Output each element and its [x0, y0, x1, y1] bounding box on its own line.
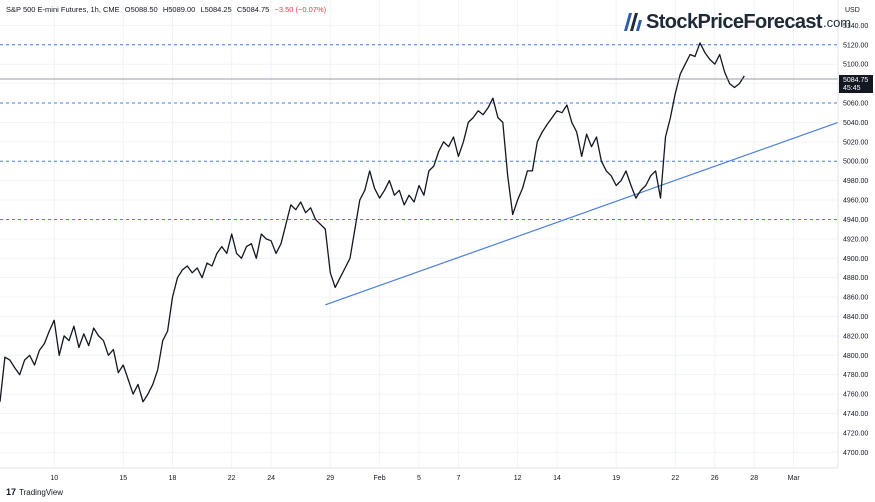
- x-axis[interactable]: 10 15 18 22 24 29 Feb 5 7 12 14 19 22 26 28 Mar: [50, 475, 800, 482]
- y-tick-label: 5060.00: [843, 101, 868, 108]
- tradingview-logo-icon: 17: [6, 487, 17, 497]
- x-tick-label: 18: [169, 475, 177, 482]
- x-tick-label: 22: [671, 475, 679, 482]
- y-tick-label: 4740.00: [843, 411, 868, 418]
- brand-name: StockPriceForecast: [646, 10, 823, 33]
- y-tick-label: 4700.00: [843, 450, 868, 457]
- y-tick-label: 5020.00: [843, 139, 868, 146]
- x-tick-label: 24: [267, 475, 275, 482]
- price-series: [0, 42, 745, 403]
- y-tick-label: 4880.00: [843, 275, 868, 282]
- bar-countdown-label: 45:45: [843, 85, 861, 92]
- ohlc-high: H5089.00: [162, 5, 196, 14]
- ohlc-low: L5084.25: [200, 5, 232, 14]
- trend-line[interactable]: [325, 121, 839, 306]
- y-tick-label: 5100.00: [843, 62, 868, 69]
- x-tick-label: 29: [326, 475, 334, 482]
- symbol-header: S&P 500 E-mini Futures, 1h, CME O5088.50…: [6, 5, 329, 14]
- x-tick-label: 14: [553, 475, 561, 482]
- y-tick-label: 4920.00: [843, 236, 868, 243]
- y-tick-label: 4760.00: [843, 392, 868, 399]
- x-tick-label: 22: [228, 475, 236, 482]
- y-tick-label: 5000.00: [843, 159, 868, 166]
- x-tick-label: 10: [50, 475, 58, 482]
- y-tick-label: 4800.00: [843, 353, 868, 360]
- x-tick-label: Mar: [788, 475, 801, 482]
- x-tick-label: 19: [612, 475, 620, 482]
- ohlc-close: C5084.75: [236, 5, 270, 14]
- y-tick-label: 4900.00: [843, 256, 868, 263]
- horizontal-levels[interactable]: [0, 44, 838, 220]
- trend-line-group[interactable]: [325, 121, 839, 306]
- y-tick-label: 5040.00: [843, 120, 868, 127]
- ohlc-open: O5088.50: [124, 5, 158, 14]
- y-tick-label: 5120.00: [843, 42, 868, 49]
- y-tick-label: 4720.00: [843, 430, 868, 437]
- x-tick-label: 28: [750, 475, 758, 482]
- y-tick-label: 4960.00: [843, 198, 868, 205]
- brand-tld: .com: [822, 14, 852, 30]
- price-change: −3.50 (−0.07%): [274, 5, 327, 14]
- symbol-title[interactable]: S&P 500 E-mini Futures, 1h, CME: [6, 5, 120, 14]
- x-tick-label: 5: [417, 475, 421, 482]
- y-tick-label: 4840.00: [843, 314, 868, 321]
- x-tick-label: 12: [514, 475, 522, 482]
- x-tick-label: 15: [119, 475, 127, 482]
- tradingview-label: TradingView: [19, 487, 64, 497]
- y-tick-label: 4780.00: [843, 372, 868, 379]
- current-price-label: 5084.75: [843, 77, 868, 84]
- tradingview-attribution[interactable]: 17 TradingView: [6, 487, 63, 497]
- watermark-logo: StockPriceForecast .com: [622, 10, 851, 34]
- y-tick-label: 4980.00: [843, 178, 868, 185]
- bars-logo-icon: [624, 13, 642, 31]
- chart-grid: [0, 0, 838, 468]
- x-tick-label: 26: [711, 475, 719, 482]
- y-tick-label: 5140.00: [843, 23, 868, 30]
- x-tick-label: 7: [456, 475, 460, 482]
- x-tick-label: Feb: [374, 475, 386, 482]
- y-tick-label: 4940.00: [843, 217, 868, 224]
- price-line: [0, 42, 745, 403]
- y-tick-label: 4860.00: [843, 295, 868, 302]
- y-axis-unit: USD: [845, 7, 860, 14]
- y-tick-label: 4820.00: [843, 333, 868, 340]
- y-axis[interactable]: USD 4700.00 4720.00 4740.00 4760.00 4780.00 4…: [843, 7, 868, 457]
- current-price-tag: 5084.75 45:45: [839, 75, 873, 94]
